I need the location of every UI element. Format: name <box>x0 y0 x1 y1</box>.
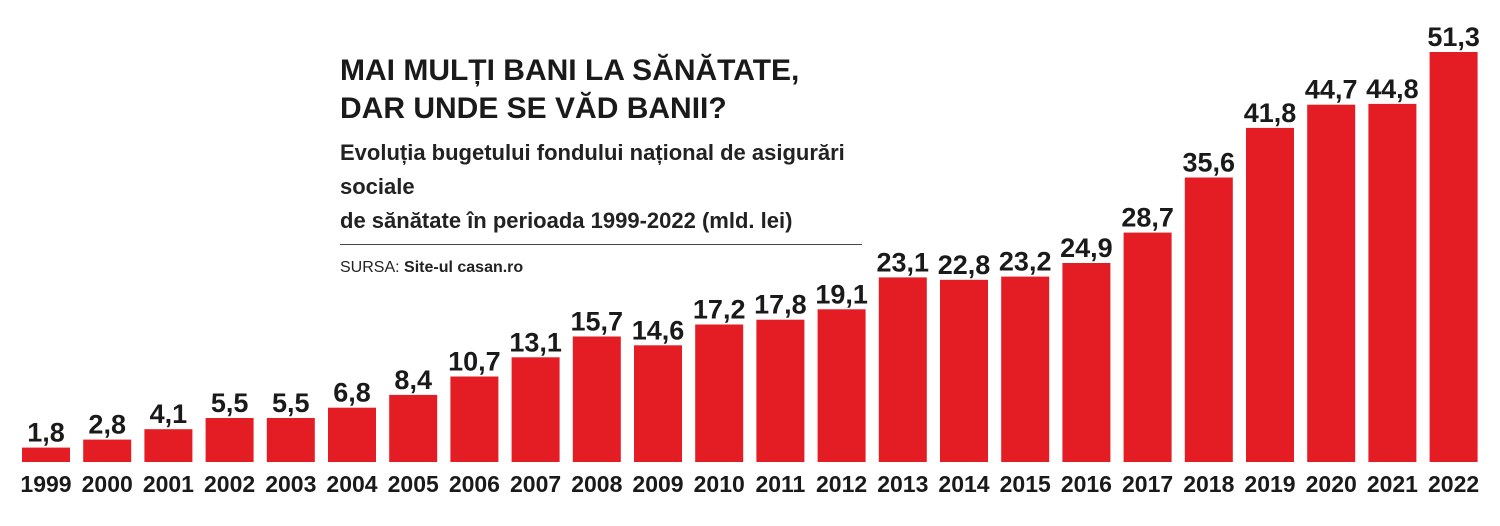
chart-subtitle: Evoluția bugetului fondului național de … <box>340 136 880 238</box>
bar-2022 <box>1429 52 1478 462</box>
year-label-2005: 2005 <box>388 471 439 497</box>
year-label-2013: 2013 <box>877 471 928 497</box>
value-label-2002: 5,5 <box>211 388 249 418</box>
bar-2011 <box>756 319 805 462</box>
value-label-2008: 15,7 <box>571 307 624 337</box>
year-label-2017: 2017 <box>1122 471 1173 497</box>
bar-2003 <box>266 418 315 462</box>
value-label-2014: 22,8 <box>938 250 991 280</box>
value-label-2004: 6,8 <box>333 378 371 408</box>
year-label-2021: 2021 <box>1367 471 1418 497</box>
value-label-2019: 41,8 <box>1244 98 1297 128</box>
title-divider <box>340 244 862 245</box>
value-label-1999: 1,8 <box>27 418 65 448</box>
year-label-2001: 2001 <box>143 471 194 497</box>
year-label-2011: 2011 <box>755 471 805 497</box>
value-label-2012: 19,1 <box>815 279 868 309</box>
value-label-2017: 28,7 <box>1121 203 1174 233</box>
bar-2012 <box>817 309 866 462</box>
value-label-2022: 51,3 <box>1427 22 1480 52</box>
chart-subtitle-line-2: de sănătate în perioada 1999-2022 (mld. … <box>340 208 793 233</box>
year-label-2002: 2002 <box>204 471 255 497</box>
bar-2017 <box>1123 232 1172 462</box>
bar-2013 <box>878 277 927 462</box>
chart-title: MAI MULȚI BANI LA SĂNĂTATE, DAR UNDE SE … <box>340 52 880 128</box>
bar-2005 <box>389 394 438 462</box>
source-line: SURSA: Site-ul casan.ro <box>340 259 880 277</box>
year-label-2022: 2022 <box>1428 471 1479 497</box>
value-label-2005: 8,4 <box>394 365 432 395</box>
bar-2008 <box>572 336 621 462</box>
value-label-2013: 23,1 <box>877 247 930 277</box>
bar-2009 <box>634 345 682 462</box>
value-label-2020: 44,7 <box>1305 75 1358 105</box>
year-label-1999: 1999 <box>20 471 71 497</box>
title-block: MAI MULȚI BANI LA SĂNĂTATE, DAR UNDE SE … <box>340 52 880 277</box>
year-label-2010: 2010 <box>694 471 745 497</box>
value-labels-layer: 1,8 2,8 4,1 5,5 5,5 6,8 8,4 10,7 13,1 15,7 14,6 17,… <box>27 22 1480 448</box>
bar-2020 <box>1307 104 1356 462</box>
bar-2004 <box>328 407 376 462</box>
year-label-2019: 2019 <box>1244 471 1295 497</box>
year-label-2015: 2015 <box>1000 471 1051 497</box>
bar-2018 <box>1184 177 1233 462</box>
bar-2016 <box>1062 263 1111 462</box>
year-label-2003: 2003 <box>265 471 316 497</box>
year-label-2014: 2014 <box>938 471 989 497</box>
bar-2010 <box>695 324 744 462</box>
value-label-2018: 35,6 <box>1183 148 1236 178</box>
bars-layer <box>22 52 1478 463</box>
chart-title-line-1: MAI MULȚI BANI LA SĂNĂTATE, <box>340 54 800 87</box>
bar-2007 <box>511 357 560 462</box>
bar-2000 <box>83 439 132 462</box>
bar-2002 <box>205 418 254 462</box>
bar-2001 <box>144 429 193 462</box>
year-label-2007: 2007 <box>510 471 561 497</box>
bar-2014 <box>940 279 988 462</box>
year-label-2018: 2018 <box>1183 471 1234 497</box>
year-label-2020: 2020 <box>1306 471 1357 497</box>
year-label-2012: 2012 <box>816 471 867 497</box>
chart-subtitle-line-1: Evoluția bugetului fondului național de … <box>340 140 845 199</box>
year-label-2008: 2008 <box>571 471 622 497</box>
bar-1999 <box>22 447 70 462</box>
value-label-2003: 5,5 <box>272 388 310 418</box>
source-value: Site-ul casan.ro <box>404 259 524 276</box>
year-label-2004: 2004 <box>326 471 377 497</box>
value-label-2016: 24,9 <box>1060 233 1113 263</box>
year-label-2016: 2016 <box>1061 471 1112 497</box>
chart-title-line-2: DAR UNDE SE VĂD BANII? <box>340 92 727 125</box>
value-label-2007: 13,1 <box>509 327 562 357</box>
year-labels-layer: 1999 2000 2001 2002 2003 2004 2005 2006 2007 2008… <box>20 471 1479 497</box>
source-label: SURSA: <box>340 259 400 276</box>
value-label-2000: 2,8 <box>88 410 126 440</box>
value-label-2009: 14,6 <box>632 315 685 345</box>
bar-2006 <box>450 376 499 462</box>
bar-2015 <box>1001 276 1050 462</box>
bar-2019 <box>1246 127 1294 463</box>
value-label-2001: 4,1 <box>150 399 188 429</box>
year-label-2006: 2006 <box>449 471 500 497</box>
value-label-2021: 44,8 <box>1366 74 1419 104</box>
value-label-2006: 10,7 <box>448 347 501 377</box>
value-label-2015: 23,2 <box>999 247 1052 277</box>
year-label-2009: 2009 <box>632 471 683 497</box>
value-label-2011: 17,8 <box>754 290 807 320</box>
value-label-2010: 17,2 <box>693 295 746 325</box>
year-label-2000: 2000 <box>82 471 133 497</box>
bar-2021 <box>1368 103 1417 463</box>
